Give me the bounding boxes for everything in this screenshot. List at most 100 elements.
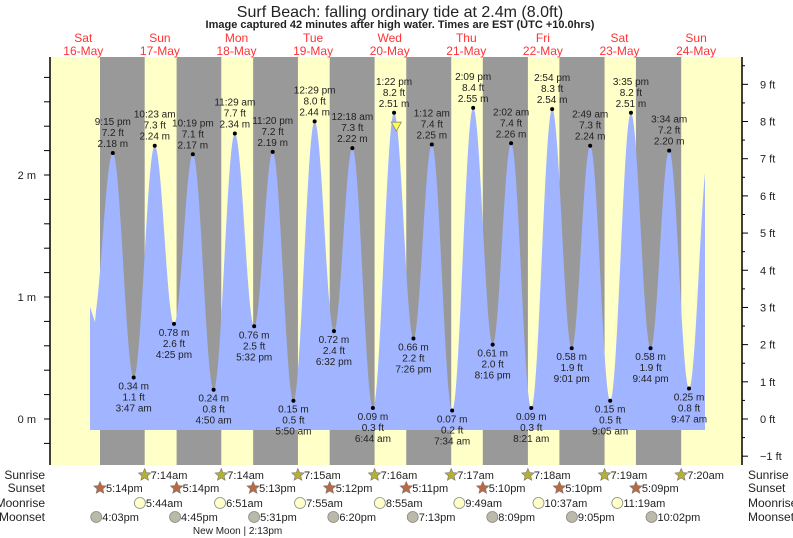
low-tide-label: 3:47 am: [116, 404, 152, 415]
low-tide-label: 2.0 ft: [482, 360, 504, 371]
low-tide-label: 9:01 pm: [554, 374, 590, 385]
high-tide-label: 2.55 m: [458, 94, 489, 105]
moonset-icon: [645, 511, 658, 523]
sunrise-time: 7:15am: [304, 470, 341, 482]
sunset-star-icon: [629, 480, 643, 494]
low-tide-label: 7:34 am: [434, 436, 470, 447]
day-label: Sun: [685, 31, 706, 45]
sunrise-time: 7:18am: [534, 470, 571, 482]
moonset-icon: [248, 511, 261, 523]
low-tide-label: 8:16 pm: [475, 371, 511, 382]
extreme-point: [110, 151, 115, 156]
extreme-point: [211, 387, 216, 392]
date-label: 21-May: [446, 44, 486, 58]
date-label: 16-May: [63, 44, 103, 58]
high-tide-label: 2.51 m: [616, 99, 647, 110]
high-tide-label: 2.51 m: [379, 99, 410, 110]
sunrise-star-icon: [674, 467, 689, 481]
extreme-point: [529, 406, 534, 411]
extreme-point: [569, 346, 574, 351]
extreme-point: [450, 408, 455, 413]
high-tide-label: 2:54 pm: [534, 73, 570, 84]
day-label: Wed: [377, 31, 401, 45]
low-tide-label: 0.3 ft: [362, 423, 384, 434]
low-tide-label: 7:26 pm: [395, 364, 431, 375]
sunset-time: 5:12pm: [336, 483, 373, 495]
low-tide-label: 4:50 am: [196, 416, 232, 427]
low-tide-label: 2.6 ft: [163, 339, 185, 350]
low-tide-label: 9:47 am: [671, 415, 707, 426]
low-tide-label: 0.8 ft: [678, 404, 700, 415]
moonset-row-label-right: Moonset: [748, 510, 793, 524]
sunrise-time: 7:17am: [457, 470, 494, 482]
right-tick-label: 9 ft: [760, 79, 775, 91]
high-tide-label: 11:29 am: [214, 98, 255, 109]
moonset-icon: [169, 511, 181, 523]
sunrise-time: 7:20am: [687, 470, 724, 482]
moonset-time: 9:05pm: [578, 512, 615, 524]
high-tide-label: 2.18 m: [98, 139, 129, 150]
low-tide-label: 5:32 pm: [236, 352, 272, 363]
right-tick-label: 8 ft: [760, 117, 775, 129]
moonset-time: 10:02pm: [658, 512, 701, 524]
left-tick-label: 1 m: [18, 292, 36, 304]
extreme-point: [171, 321, 176, 326]
sunrise-star-icon: [137, 467, 152, 481]
moonrise-time: 8:55am: [386, 498, 423, 510]
low-tide-label: 0.09 m: [358, 412, 389, 423]
high-tide-label: 2.24 m: [139, 132, 170, 143]
right-tick-label: 6 ft: [760, 191, 775, 203]
sunset-row-label: Sunset: [8, 481, 46, 495]
left-tick-label: 2 m: [18, 170, 36, 182]
sunrise-row-label: Sunrise: [4, 468, 45, 482]
high-tide-label: 10:23 am: [134, 110, 176, 121]
low-tide-label: 0.5 ft: [599, 416, 621, 427]
moonset-time: 6:20pm: [339, 512, 376, 524]
high-tide-label: 7.2 ft: [262, 127, 284, 138]
high-tide-label: 2.25 m: [417, 131, 448, 142]
low-tide-label: 9:44 pm: [632, 374, 668, 385]
date-label: 19-May: [293, 44, 333, 58]
high-tide-label: 11:20 pm: [252, 116, 293, 127]
extreme-point: [490, 342, 495, 347]
moonrise-icon: [453, 497, 466, 509]
low-tide-label: 6:44 am: [355, 434, 391, 445]
low-tide-label: 2.4 ft: [323, 346, 345, 357]
date-label: 18-May: [216, 44, 256, 58]
high-tide-label: 2.20 m: [654, 137, 685, 148]
moonrise-row-label: Moonrise: [0, 496, 45, 510]
low-tide-label: 1.9 ft: [639, 363, 661, 374]
high-tide-label: 1:22 pm: [376, 77, 412, 88]
sunset-row-label-right: Sunset: [748, 481, 786, 495]
high-tide-label: 2:02 am: [493, 107, 529, 118]
extreme-point: [270, 149, 275, 154]
moonset-time: 7:13pm: [419, 512, 456, 524]
high-tide-label: 7.4 ft: [421, 120, 443, 131]
high-tide-label: 2.24 m: [575, 132, 606, 143]
extreme-point: [687, 386, 692, 391]
high-tide-label: 8.2 ft: [383, 88, 405, 99]
high-tide-label: 1:12 am: [414, 109, 450, 120]
low-tide-label: 2.2 ft: [402, 353, 424, 364]
high-tide-label: 8.0 ft: [304, 96, 326, 107]
high-tide-label: 8.3 ft: [541, 84, 563, 95]
day-label: Sat: [74, 31, 93, 45]
moonrise-row-label-right: Moonrise: [748, 496, 793, 510]
right-tick-label: 0 ft: [760, 414, 775, 426]
sunrise-star-icon: [367, 467, 382, 481]
high-tide-label: 2.44 m: [299, 107, 330, 118]
extreme-point: [628, 110, 633, 115]
low-tide-label: 0.09 m: [516, 412, 547, 423]
high-tide-label: 7.3 ft: [579, 121, 601, 132]
extreme-point: [370, 406, 375, 411]
low-tide-label: 0.24 m: [198, 394, 229, 405]
date-label: 17-May: [140, 44, 180, 58]
low-tide-label: 0.25 m: [674, 393, 705, 404]
sunrise-star-icon: [444, 467, 459, 481]
extreme-point: [648, 346, 653, 351]
moonrise-time: 11:19am: [623, 498, 665, 510]
right-tick-label: −1 ft: [760, 451, 782, 463]
sunset-time: 5:14pm: [183, 483, 220, 495]
sunrise-row-label-right: Sunrise: [748, 468, 789, 482]
extreme-point: [190, 152, 195, 157]
